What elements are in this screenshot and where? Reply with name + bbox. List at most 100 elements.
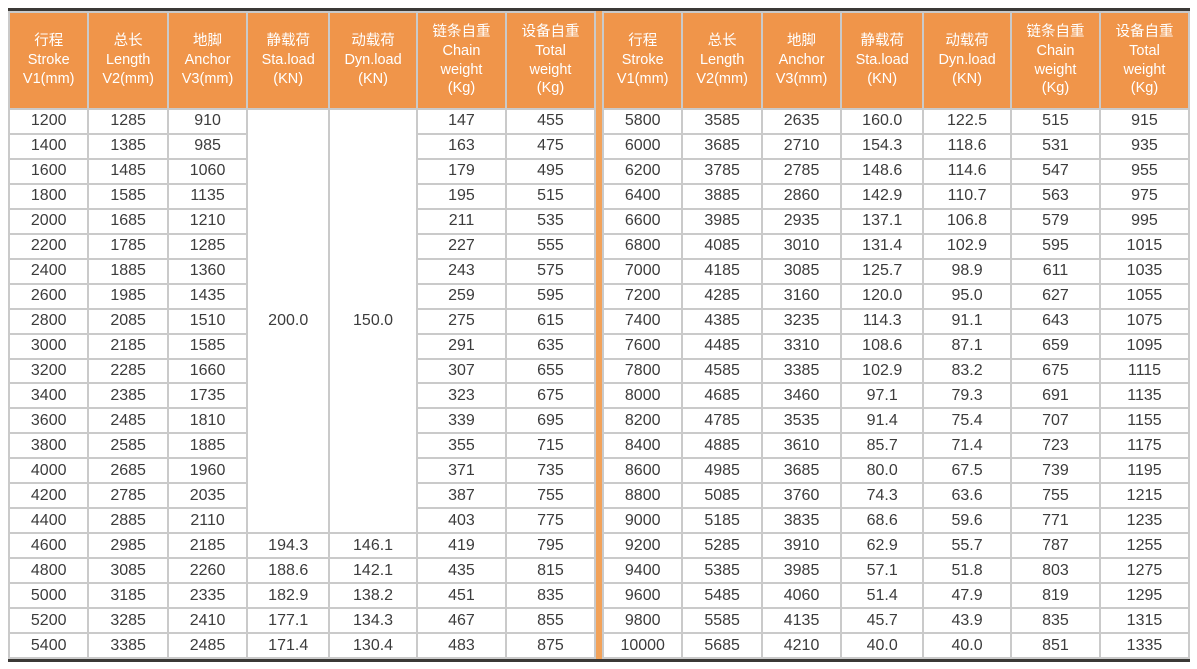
cell: 2085	[87, 307, 169, 335]
cell: 3400	[7, 382, 90, 410]
cell: 1035	[1098, 257, 1191, 285]
cell: 1175	[1098, 432, 1191, 460]
cell: 51.4	[840, 582, 925, 610]
column-header: 行程 Stroke V1(mm)	[7, 11, 90, 110]
cell: 695	[504, 407, 597, 435]
cell: 675	[1009, 357, 1101, 385]
cell: 106.8	[922, 207, 1012, 235]
cell: 371	[415, 457, 507, 485]
cell: 1285	[87, 108, 169, 135]
cell: 3835	[760, 507, 843, 535]
table-row: 2800 2085 1510 275 615	[7, 307, 597, 335]
cell: 775	[504, 507, 597, 535]
cell: 5200	[7, 607, 90, 635]
cell: 3200	[7, 357, 90, 385]
cell: 3885	[681, 182, 763, 210]
cell: 2035	[166, 482, 249, 510]
cell: 6000	[601, 132, 684, 160]
cell: 855	[504, 607, 597, 635]
cell: 1015	[1098, 232, 1191, 260]
cell: 3685	[681, 132, 763, 160]
cell: 3535	[760, 407, 843, 435]
cell: 595	[1009, 232, 1101, 260]
cell: 51.8	[922, 557, 1012, 585]
cell: 3085	[87, 557, 169, 585]
table-row: 5000 3185 2335 182.9 138.2 451 835	[7, 582, 597, 610]
cell: 531	[1009, 132, 1101, 160]
cell: 4060	[760, 582, 843, 610]
cell: 2410	[166, 607, 249, 635]
cell: 95.0	[922, 282, 1012, 310]
cell: 83.2	[922, 357, 1012, 385]
cell: 307	[415, 357, 507, 385]
cell: 4400	[7, 507, 90, 535]
table-row: 4000 2685 1960 371 735	[7, 457, 597, 485]
cell: 6800	[601, 232, 684, 260]
cell: 819	[1009, 582, 1101, 610]
cell: 2335	[166, 582, 249, 610]
merged-cell: 150.0	[328, 107, 418, 535]
cell: 1735	[166, 382, 249, 410]
cell: 419	[415, 532, 507, 560]
table-row: 5800 3585 2635 160.0 122.5 515 915	[601, 108, 1191, 135]
cell: 915	[1098, 108, 1191, 135]
cell: 142.9	[840, 182, 925, 210]
cell: 635	[504, 332, 597, 360]
cell: 8200	[601, 407, 684, 435]
table-row: 3800 2585 1885 355 715	[7, 432, 597, 460]
cell: 5385	[681, 557, 763, 585]
cell: 2935	[760, 207, 843, 235]
cell: 535	[504, 207, 597, 235]
table-row: 4200 2785 2035 387 755	[7, 482, 597, 510]
cell: 795	[504, 532, 597, 560]
cell: 75.4	[922, 407, 1012, 435]
cell: 2000	[7, 207, 90, 235]
cell: 4085	[681, 232, 763, 260]
cell: 975	[1098, 182, 1191, 210]
cell: 130.4	[328, 632, 418, 659]
table-row: 4600 2985 2185 194.3 146.1 419 795	[7, 532, 597, 560]
table-row: 7800 4585 3385 102.9 83.2 675 1115	[601, 357, 1191, 385]
cell: 10000	[601, 632, 684, 659]
table-row: 6600 3985 2935 137.1 106.8 579 995	[601, 207, 1191, 235]
cell: 98.9	[922, 257, 1012, 285]
cell: 1285	[166, 232, 249, 260]
cell: 2585	[87, 432, 169, 460]
cell: 3185	[87, 582, 169, 610]
cell: 563	[1009, 182, 1101, 210]
cell: 4785	[681, 407, 763, 435]
cell: 3385	[87, 632, 169, 659]
cell: 40.0	[922, 632, 1012, 659]
table-row: 7600 4485 3310 108.6 87.1 659 1095	[601, 332, 1191, 360]
cell: 120.0	[840, 282, 925, 310]
cell: 4885	[681, 432, 763, 460]
column-header: 总长 Length V2(mm)	[87, 11, 169, 110]
cell: 5585	[681, 607, 763, 635]
column-header: 静载荷 Sta.load (KN)	[840, 11, 925, 110]
cell: 339	[415, 407, 507, 435]
cell: 707	[1009, 407, 1101, 435]
cell: 74.3	[840, 482, 925, 510]
column-header: 地脚 Anchor V3(mm)	[166, 11, 249, 110]
cell: 1785	[87, 232, 169, 260]
cell: 1400	[7, 132, 90, 160]
spec-table-right: 行程 Stroke V1(mm) 总长 Length V2(mm) 地脚 Anchor V3(m…	[601, 11, 1191, 659]
cell: 148.6	[840, 157, 925, 185]
cell: 8600	[601, 457, 684, 485]
table-row: 1400 1385 985 163 475	[7, 132, 597, 160]
cell: 5400	[7, 632, 90, 659]
cell: 4285	[681, 282, 763, 310]
cell: 1810	[166, 407, 249, 435]
cell: 5685	[681, 632, 763, 659]
cell: 211	[415, 207, 507, 235]
cell: 995	[1098, 207, 1191, 235]
cell: 7800	[601, 357, 684, 385]
cell: 4385	[681, 307, 763, 335]
cell: 195	[415, 182, 507, 210]
cell: 910	[166, 108, 249, 135]
cell: 2785	[87, 482, 169, 510]
cell: 835	[1009, 607, 1101, 635]
cell: 451	[415, 582, 507, 610]
column-header: 链条自重 Chain weight (Kg)	[415, 11, 507, 110]
